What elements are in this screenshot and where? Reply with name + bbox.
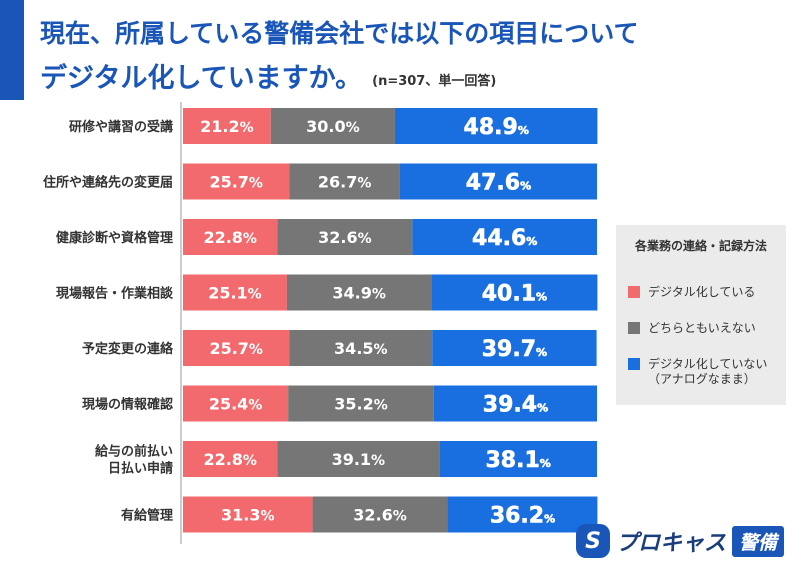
bar-segment-analog	[394, 108, 598, 144]
legend-swatch-analog	[628, 358, 640, 370]
chart-title-line1: 現在、所属している警備会社では以下の項目について	[40, 19, 639, 48]
data-label-neutral: 34.9%	[332, 284, 386, 303]
bar-segment-digital	[183, 441, 278, 477]
legend-label-digital: デジタル化している	[648, 285, 756, 299]
bar-segment-analog	[412, 219, 597, 255]
category-label: 予定変更の連絡	[82, 341, 174, 357]
bar-segment-digital	[183, 385, 289, 422]
data-label-neutral: 26.7%	[318, 173, 372, 192]
category-label: 健康診断や資格管理	[56, 230, 173, 246]
bar-segment-analog	[432, 330, 597, 366]
bar-segment-neutral	[288, 385, 434, 422]
legend-label-neutral: どちらともいえない	[648, 321, 756, 335]
bar-segment-neutral	[289, 330, 433, 366]
bar-segment-neutral	[289, 163, 400, 200]
title-accent-bar	[0, 0, 24, 100]
data-label-digital: 22.8%	[203, 228, 257, 247]
data-label-analog: 39.7%	[482, 337, 547, 362]
data-label-digital: 25.7%	[209, 339, 263, 358]
bar-segment-analog	[447, 496, 598, 533]
data-label-neutral: 32.6%	[353, 506, 407, 525]
bar-segment-digital	[183, 330, 290, 366]
bar-segment-digital	[183, 219, 278, 255]
bar-segment-analog	[399, 163, 597, 200]
data-label-digital: 22.8%	[203, 450, 257, 469]
chart-title-line2: デジタル化していますか。 (n=307、単一回答)	[40, 56, 496, 95]
bar-segment-analog	[433, 385, 597, 422]
data-label-neutral: 35.2%	[334, 395, 388, 414]
category-label: 現場報告・作業相談	[56, 286, 174, 302]
brand-name: プロキャス	[616, 531, 727, 556]
legend-item-neutral: どちらともいえない	[628, 321, 756, 336]
data-label-digital: 21.2%	[200, 117, 254, 136]
data-label-neutral: 34.5%	[334, 339, 388, 358]
data-label-digital: 25.1%	[208, 284, 262, 303]
bar-segment-digital	[183, 274, 287, 311]
data-label-analog: 48.9%	[464, 115, 529, 140]
data-label-digital: 25.4%	[209, 395, 263, 414]
legend-title: 各業務の連絡・記録方法	[634, 239, 767, 253]
category-label: 研修や講習の受講	[69, 119, 173, 135]
category-label: 有給管理	[121, 508, 173, 524]
data-label-digital: 25.7%	[209, 173, 263, 192]
data-label-neutral: 30.0%	[306, 117, 360, 136]
data-label-digital: 31.3%	[221, 506, 275, 525]
bar-segment-digital	[183, 496, 313, 533]
sample-note: (n=307、単一回答)	[372, 74, 497, 89]
bar-segment-digital	[183, 108, 271, 144]
legend: 各業務の連絡・記録方法 デジタル化している どちらともいえない デジタル化してい…	[616, 225, 786, 405]
legend-item-digital: デジタル化している	[628, 285, 755, 300]
bar-segment-neutral	[270, 108, 395, 144]
data-label-neutral: 32.6%	[318, 228, 372, 247]
bar-segment-neutral	[312, 496, 448, 533]
bar-segment-neutral	[277, 441, 440, 477]
brand-logo-icon: S	[576, 524, 610, 558]
chart-title-line2-text: デジタル化していますか。	[40, 63, 363, 94]
bar-segment-digital	[183, 163, 290, 200]
brand-logo: S プロキャス 警備	[576, 524, 785, 558]
bar-segment-neutral	[277, 219, 413, 255]
legend-swatch-neutral	[628, 322, 640, 334]
bar-segment-neutral	[286, 274, 432, 311]
legend-swatch-digital	[628, 286, 640, 298]
bar-segment-analog	[439, 441, 597, 477]
category-label: 現場の情報確認	[82, 397, 173, 413]
data-label-neutral: 39.1%	[332, 450, 386, 469]
category-label: 給与の前払い日払い申請	[95, 444, 173, 477]
brand-badge: 警備	[732, 525, 785, 557]
bar-segment-analog	[431, 274, 598, 311]
legend-label-analog: デジタル化していない （アナログなまま）	[648, 357, 768, 386]
legend-item-analog: デジタル化していない （アナログなまま）	[628, 357, 767, 387]
category-label: 住所や連絡先の変更届	[43, 175, 173, 191]
data-label-analog: 36.2%	[490, 504, 555, 529]
